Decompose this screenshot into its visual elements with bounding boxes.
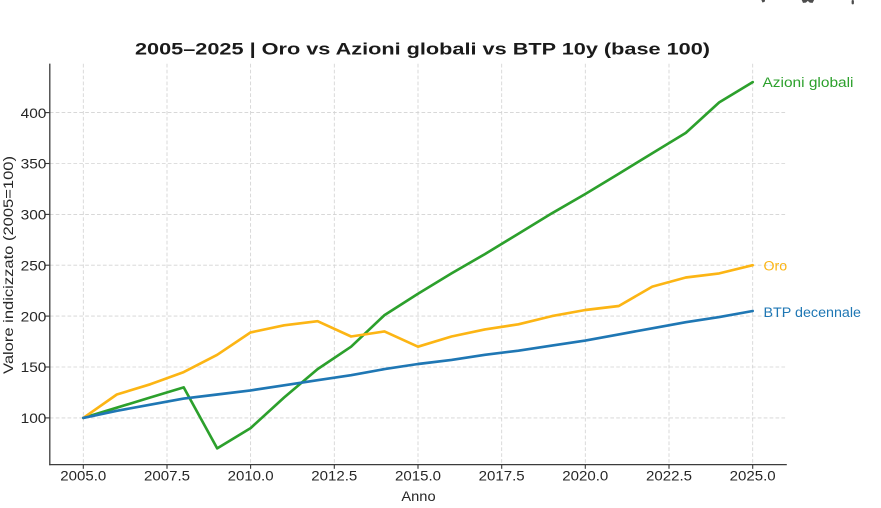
svg-text:Anno: Anno xyxy=(401,489,435,505)
svg-text:2010.0: 2010.0 xyxy=(228,469,274,485)
svg-text:2005–2025 | Oro vs Azioni glob: 2005–2025 | Oro vs Azioni globali vs BTP… xyxy=(135,40,710,59)
svg-text:150: 150 xyxy=(21,360,47,376)
svg-text:BTP decennale: BTP decennale xyxy=(764,305,862,321)
svg-text:100: 100 xyxy=(21,411,47,427)
svg-text:Valore indicizzato (2005=100): Valore indicizzato (2005=100) xyxy=(1,156,17,374)
svg-text:250: 250 xyxy=(21,258,47,274)
svg-text:2005.0: 2005.0 xyxy=(60,469,106,485)
svg-text:2025.0: 2025.0 xyxy=(730,469,776,485)
svg-text:2012.5: 2012.5 xyxy=(311,469,357,485)
svg-text:200: 200 xyxy=(21,309,47,325)
svg-text:350: 350 xyxy=(21,157,47,173)
svg-text:Oro: Oro xyxy=(764,258,788,274)
svg-text:2007.5: 2007.5 xyxy=(144,469,190,485)
svg-text:2015.0: 2015.0 xyxy=(395,469,441,485)
svg-text:400: 400 xyxy=(21,106,47,122)
svg-text:2020.0: 2020.0 xyxy=(562,469,608,485)
svg-text:Azioni globali: Azioni globali xyxy=(763,75,854,91)
svg-text:2022.5: 2022.5 xyxy=(646,469,692,485)
svg-text:300: 300 xyxy=(21,208,47,224)
svg-text:2017.5: 2017.5 xyxy=(479,469,525,485)
